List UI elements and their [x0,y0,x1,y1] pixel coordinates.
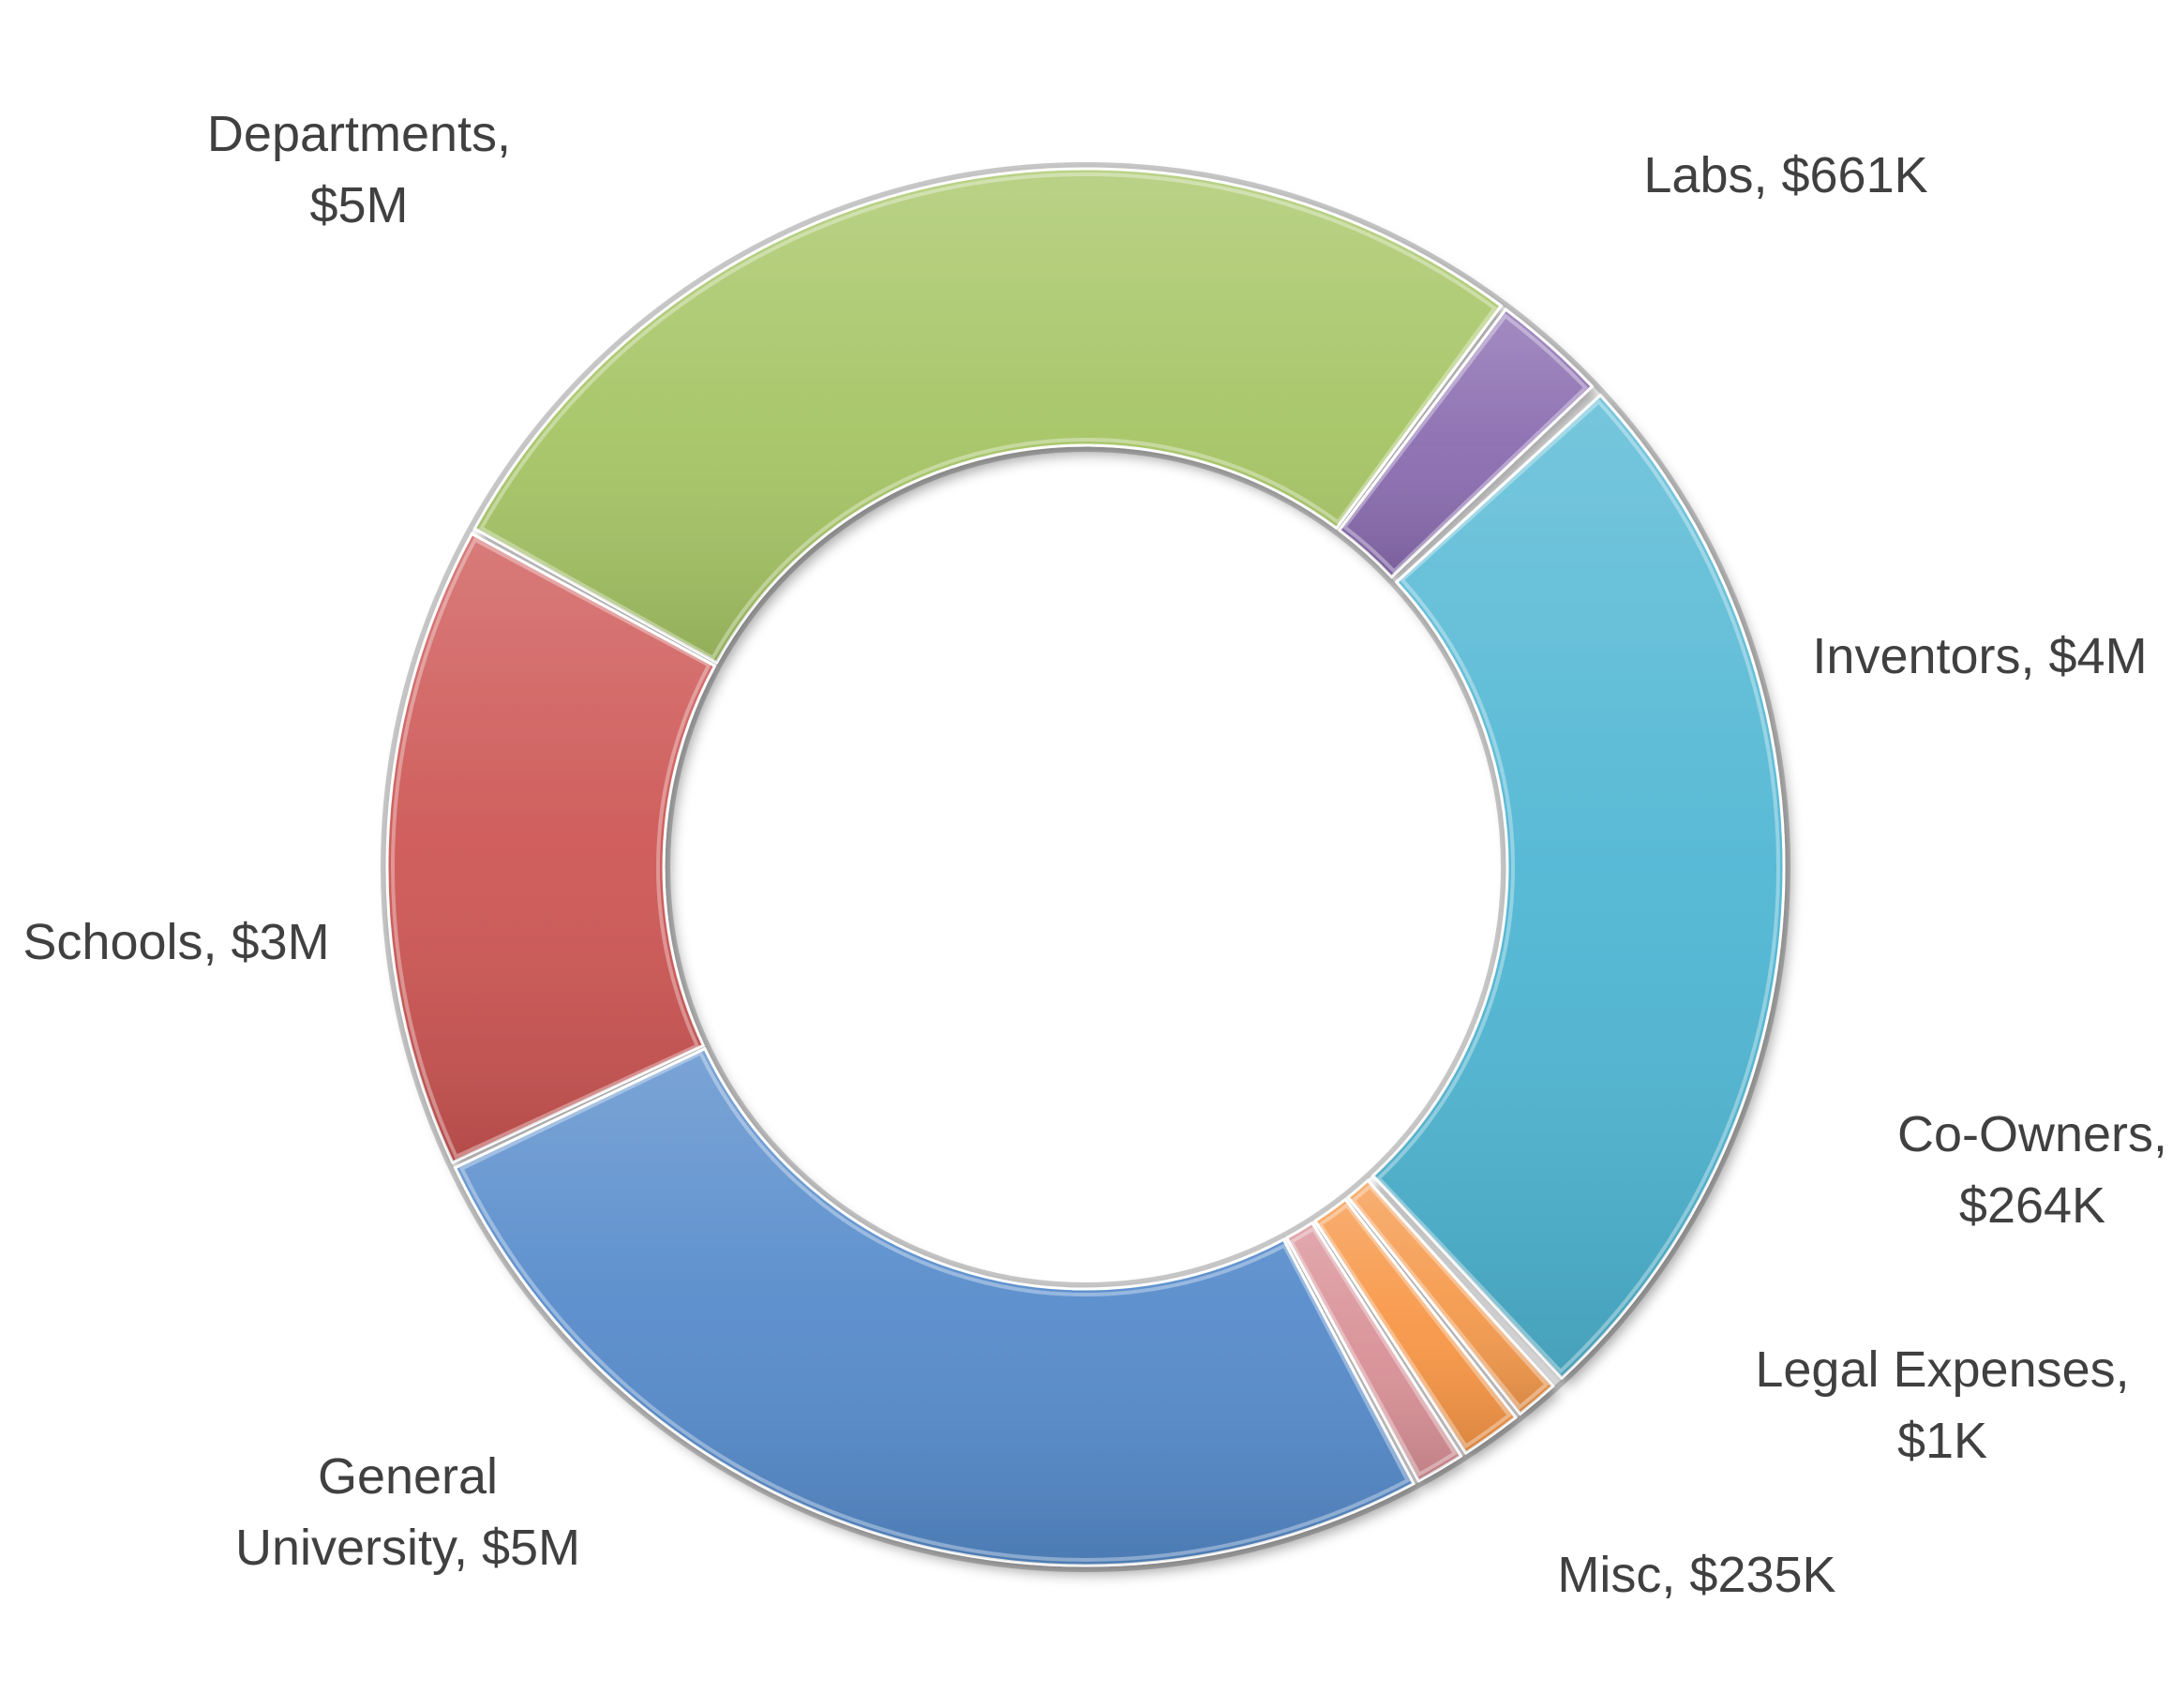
donut-ring-outline [381,162,1790,1572]
slice-bevel-co-owners [1350,1183,1550,1410]
slice-gloss-co-owners [1348,1180,1553,1415]
label-line-legal-expenses: $1K [1897,1413,1987,1469]
label-co-owners: Co-Owners, $264K [1897,1106,2167,1234]
slice-gloss-legal-expenses [1315,1199,1516,1453]
label-line-legal-expenses: Legal Expenses, [1755,1341,2129,1398]
label-line-schools: Schools, $3M [22,914,329,970]
label-line-misc: Misc, $235K [1557,1547,1835,1603]
label-inventors: Inventors, $4M [1812,628,2147,684]
slice-gloss-departments [474,169,1502,663]
slice-gloss-labs [1339,309,1593,577]
slice-bevel-misc [1288,1226,1458,1477]
label-labs: Labs, $661K [1643,147,1927,203]
slice-labels: Labs, $661K Inventors, $4M Co-Owners, $264K… [22,106,2167,1603]
label-departments: Departments, $5M [207,106,511,233]
slice-bevel-departments [478,172,1498,661]
label-line-departments: $5M [309,177,408,233]
slice-bevel-general-university [458,1050,1411,1563]
donut-inner-edge [665,446,1506,1288]
label-line-inventors: Inventors, $4M [1812,628,2147,684]
label-line-departments: Departments, [207,106,511,162]
slice-gloss-misc [1286,1222,1461,1481]
label-schools: Schools, $3M [22,914,329,970]
label-line-general-university: University, $5M [235,1520,580,1576]
label-general-university: General University, $5M [235,1448,580,1576]
label-legal-expenses: Legal Expenses, $1K [1755,1341,2129,1469]
label-line-general-university: General [318,1448,498,1505]
label-line-co-owners: Co-Owners, [1897,1106,2167,1162]
label-misc: Misc, $235K [1557,1547,1835,1603]
slice-gloss-inventors [1372,395,1785,1378]
slice-bevel-legal-expenses [1317,1202,1512,1449]
label-line-co-owners: $264K [1959,1177,2105,1234]
slice-bevel-inventors [1375,398,1780,1374]
donut-outer-edge [381,162,1790,1572]
slice-gloss-schools [386,533,715,1162]
slice-gloss-general-university [455,1048,1414,1566]
label-line-labs: Labs, $661K [1643,147,1927,203]
slice-bevel-schools [391,537,712,1160]
slice-bevel-labs [1341,313,1589,575]
donut-slices [385,167,1786,1567]
